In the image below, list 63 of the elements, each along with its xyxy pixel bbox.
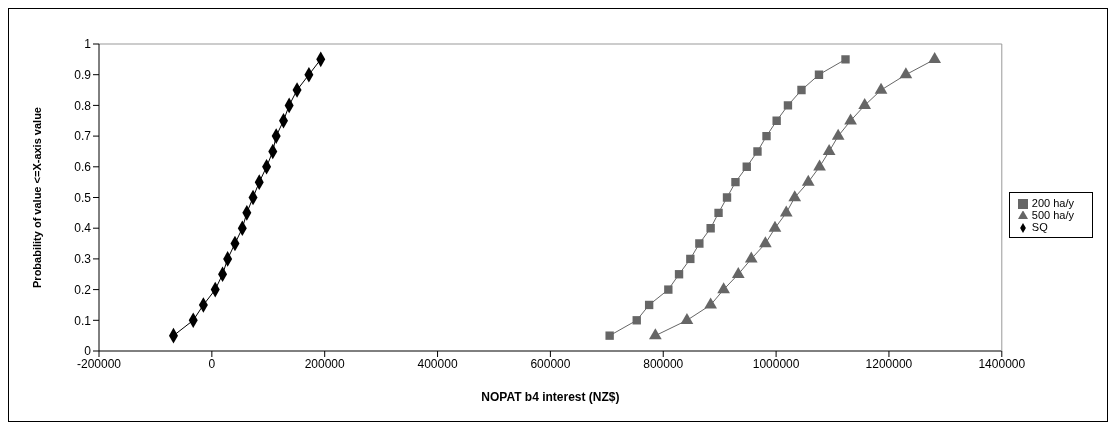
- point: [783, 101, 793, 110]
- point: [858, 98, 872, 110]
- point: [801, 174, 815, 186]
- y-tick-label: 0.2: [74, 282, 92, 297]
- legend-label: 200 ha/y: [1031, 196, 1074, 209]
- point: [831, 128, 845, 140]
- x-axis-title: NOPAT b4 interest (NZ$): [481, 390, 620, 404]
- point: [704, 297, 717, 309]
- x-tick-label: 1400000: [978, 356, 1026, 371]
- point: [731, 266, 745, 278]
- y-tick-label: 0.3: [74, 252, 92, 267]
- point: [841, 55, 850, 64]
- x-tick-label: 400000: [417, 356, 458, 371]
- point: [731, 177, 740, 187]
- y-tick-label: 0.7: [74, 129, 92, 144]
- y-tick-label: 0.9: [74, 67, 92, 82]
- point: [674, 270, 684, 279]
- x-tick-label: -200000: [76, 356, 122, 371]
- point: [928, 52, 942, 64]
- point: [742, 162, 751, 171]
- point: [822, 144, 836, 156]
- point: [779, 205, 793, 217]
- y-tick-label: 0.8: [74, 98, 92, 113]
- x-tick-label: 800000: [643, 356, 684, 371]
- point: [648, 328, 662, 340]
- point: [874, 82, 888, 94]
- point: [814, 70, 824, 79]
- legend-label: SQ: [1031, 221, 1048, 234]
- point: [695, 239, 704, 248]
- point: [762, 131, 771, 141]
- x-tick-label: 600000: [530, 356, 571, 371]
- x-tick-label: 1200000: [865, 356, 913, 371]
- point: [644, 300, 654, 310]
- point: [744, 251, 758, 263]
- point: [722, 193, 732, 202]
- point: [706, 224, 715, 233]
- x-tick-label: 1000000: [752, 356, 800, 371]
- y-tick-label: 0.4: [74, 221, 92, 236]
- point: [899, 67, 913, 79]
- point: [717, 282, 730, 294]
- point: [788, 190, 802, 202]
- y-tick-label: 0.5: [74, 190, 92, 205]
- y-tick-label: 1: [84, 37, 92, 52]
- y-tick-label: 0.6: [74, 160, 92, 175]
- point: [797, 85, 806, 95]
- point: [680, 312, 694, 324]
- point: [844, 113, 857, 125]
- point: [664, 285, 673, 294]
- point: [714, 208, 723, 218]
- y-tick-label: 0: [84, 344, 92, 359]
- point: [753, 147, 762, 156]
- x-tick-label: 0: [208, 356, 216, 371]
- point: [813, 159, 826, 171]
- point: [632, 316, 641, 325]
- legend-label: 500 ha/y: [1031, 208, 1074, 221]
- point: [772, 116, 781, 125]
- x-tick-label: 200000: [304, 356, 346, 371]
- point: [768, 220, 782, 232]
- y-tick-label: 0.1: [74, 313, 92, 328]
- point: [686, 254, 695, 264]
- point: [759, 236, 772, 248]
- point: [605, 331, 614, 340]
- y-axis-title: Probability of value <=X-axis value: [30, 107, 43, 288]
